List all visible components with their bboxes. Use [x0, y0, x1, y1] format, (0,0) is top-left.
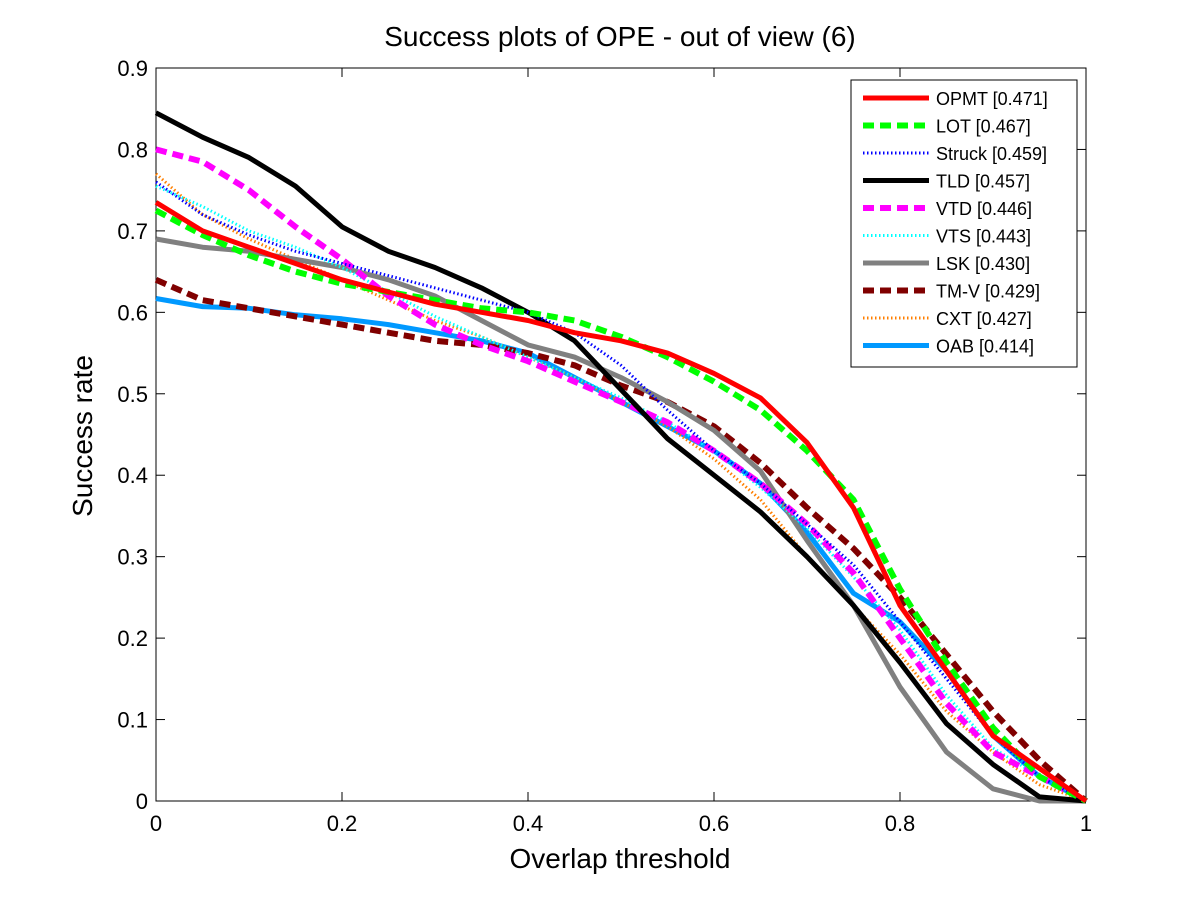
y-tick-label: 0.8 [117, 137, 148, 162]
series-line-opmt [154, 200, 1088, 804]
y-tick-label: 0.5 [117, 382, 148, 407]
axis-ticks: 0 0.2 0.4 0.6 0.8 1 0 0.1 0.2 0.3 0.4 0.5 0.6 0.7 0.8 0… [117, 56, 1092, 836]
legend-label: TM-V [0.429] [936, 282, 1040, 302]
x-tick-label: 0.6 [699, 811, 730, 836]
chart-title: Success plots of OPE - out of view (6) [384, 21, 856, 52]
series-line-tld [154, 110, 1087, 804]
y-tick-label: 0.7 [117, 219, 148, 244]
x-tick-label: 1 [1080, 811, 1092, 836]
plot-area-frame [155, 67, 1087, 802]
y-tick-label: 0.9 [117, 56, 148, 81]
x-tick-label: 0.2 [327, 811, 358, 836]
legend-label: Struck [0.459] [936, 144, 1047, 164]
series-line-struck [155, 180, 1087, 803]
series-line-lot [154, 207, 1088, 804]
legend-label: OAB [0.414] [936, 337, 1034, 357]
x-tick-label: 0.8 [885, 811, 916, 836]
x-tick-label: 0.4 [513, 811, 544, 836]
series-line-tm-v [154, 277, 1088, 804]
y-tick-label: 0.1 [117, 708, 148, 733]
legend-label: LOT [0.467] [936, 117, 1031, 137]
legend-label: OPMT [0.471] [936, 89, 1048, 109]
legend-label: TLD [0.457] [936, 172, 1030, 192]
series-line-vtd [155, 146, 1088, 804]
y-tick-label: 0.3 [117, 545, 148, 570]
x-tick-label: 0 [150, 811, 162, 836]
y-axis-title: Success rate [67, 355, 98, 517]
y-tick-label: 0.4 [117, 463, 148, 488]
series-line-lsk [155, 236, 1086, 804]
legend-label: VTD [0.446] [936, 199, 1032, 219]
legend-label: CXT [0.427] [936, 309, 1032, 329]
legend-label: LSK [0.430] [936, 254, 1030, 274]
legend-label: VTS [0.443] [936, 227, 1031, 247]
y-tick-label: 0.6 [117, 300, 148, 325]
series-lines [154, 110, 1088, 804]
legend: OPMT [0.471] LOT [0.467] Struck [0.459] TLD… [850, 79, 1078, 368]
x-axis-title: Overlap threshold [509, 843, 730, 874]
y-tick-label: 0.2 [117, 626, 148, 651]
y-tick-label: 0 [136, 789, 148, 814]
